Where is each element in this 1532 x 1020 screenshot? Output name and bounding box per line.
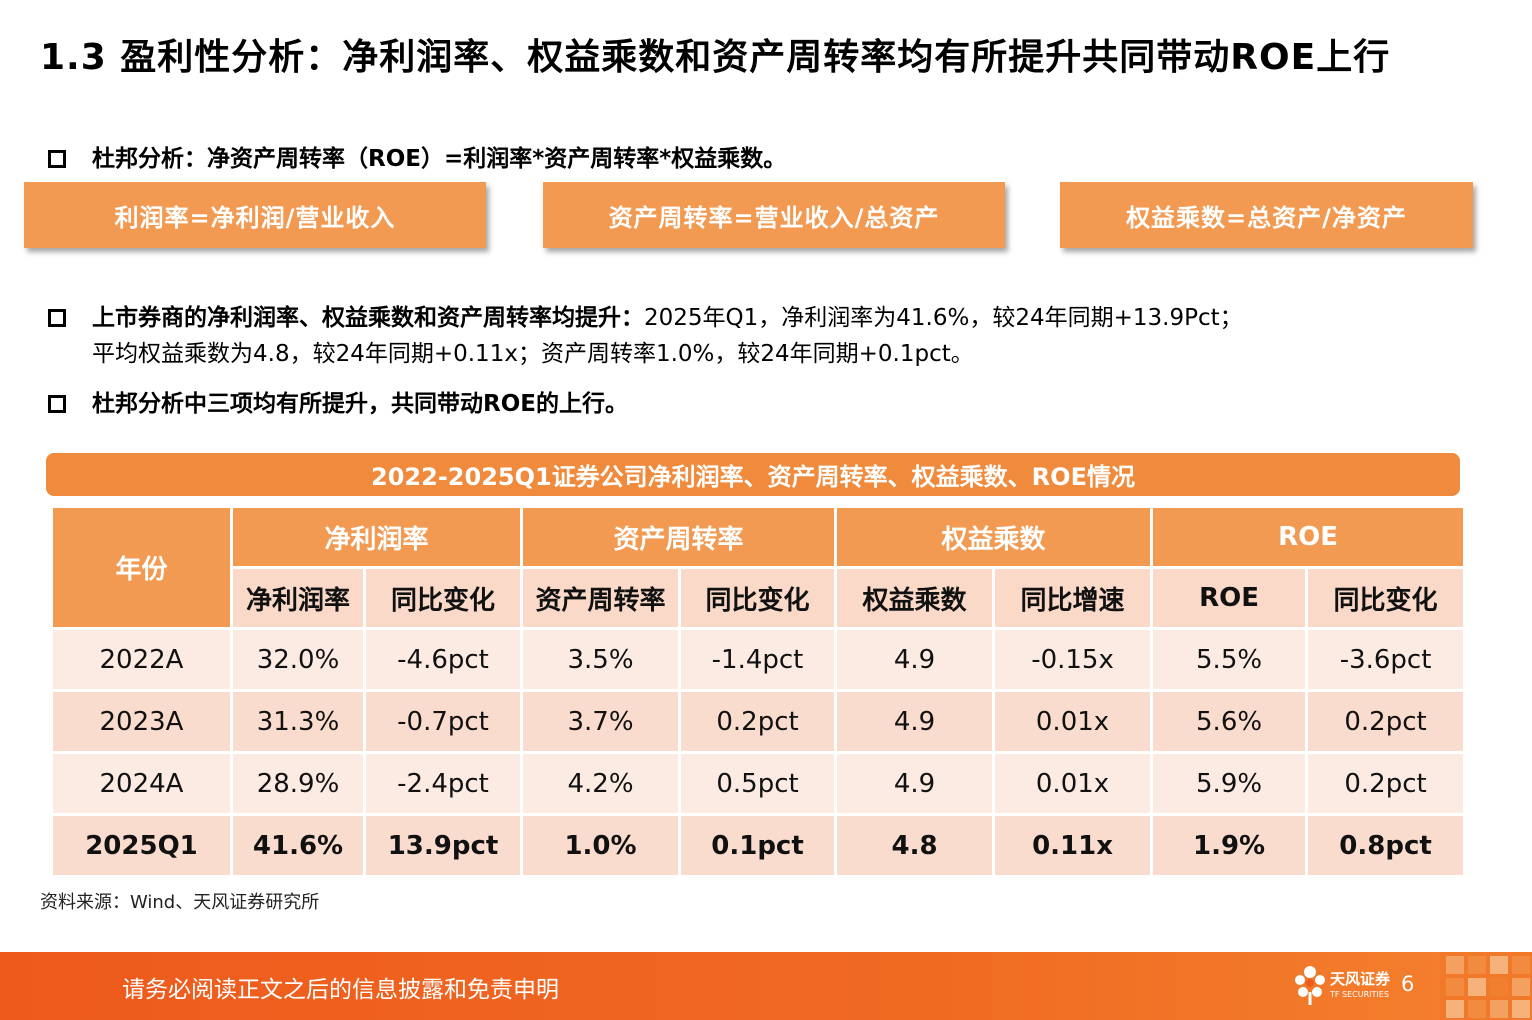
company-logo: 天风证券 TF SECURITIES xyxy=(1292,964,1392,1010)
table-row-highlight: 2025Q1 41.6% 13.9pct 1.0% 0.1pct 4.8 0.1… xyxy=(53,816,1464,875)
subheader: 同比变化 xyxy=(681,569,835,627)
footer-decoration-icon xyxy=(1440,952,1532,1020)
table-cell: 4.2% xyxy=(523,754,679,813)
table-title-banner: 2022-2025Q1证券公司净利润率、资产周转率、权益乘数、ROE情况 xyxy=(46,453,1460,496)
page-number: 6 xyxy=(1401,972,1415,996)
header-year: 年份 xyxy=(53,508,230,627)
bullet-broker-line1: 2025年Q1，净利润率为41.6%，较24年同期+13.9Pct； xyxy=(644,305,1243,331)
table-cell: 0.2pct xyxy=(1308,692,1464,751)
formula-profit-margin: 利润率=净利润/营业收入 xyxy=(24,182,486,248)
table-cell: -3.6pct xyxy=(1308,630,1464,689)
footer-bar: 请务必阅读正文之后的信息披露和免责申明 天风证券 TF SECURITIES 6 xyxy=(0,952,1532,1020)
header-group-asset-turnover: 资产周转率 xyxy=(523,508,835,566)
subheader: 同比变化 xyxy=(366,569,521,627)
table-cell: 3.7% xyxy=(523,692,679,751)
bullet-dupont-text: 杜邦分析：净资产周转率（ROE）=利润率*资产周转率*权益乘数。 xyxy=(92,146,787,172)
source-note: 资料来源：Wind、天风证券研究所 xyxy=(40,892,320,913)
subheader: 净利润率 xyxy=(233,569,363,627)
table-cell: -4.6pct xyxy=(366,630,521,689)
table-cell: 1.9% xyxy=(1153,816,1306,875)
table-cell: 5.5% xyxy=(1153,630,1306,689)
table-cell: 0.1pct xyxy=(681,816,835,875)
bullet-conclusion: 杜邦分析中三项均有所提升，共同带动ROE的上行。 xyxy=(48,386,628,422)
square-bullet-icon xyxy=(48,395,66,413)
page-title: 1.3 盈利性分析：净利润率、权益乘数和资产周转率均有所提升共同带动ROE上行 xyxy=(40,37,1391,78)
table-cell: 3.5% xyxy=(523,630,679,689)
header-group-net-margin: 净利润率 xyxy=(233,508,521,566)
table-cell: -2.4pct xyxy=(366,754,521,813)
table-cell: 0.01x xyxy=(995,692,1151,751)
table-cell: 2024A xyxy=(53,754,230,813)
table-cell: 0.8pct xyxy=(1308,816,1464,875)
table-cell: 0.5pct xyxy=(681,754,835,813)
table-cell: 31.3% xyxy=(233,692,363,751)
table-cell: 0.2pct xyxy=(681,692,835,751)
table-cell: -0.15x xyxy=(995,630,1151,689)
subheader: 资产周转率 xyxy=(523,569,679,627)
square-bullet-icon xyxy=(48,309,66,327)
table-cell: 4.9 xyxy=(837,754,993,813)
table-cell: 2022A xyxy=(53,630,230,689)
table-cell: 4.9 xyxy=(837,692,993,751)
table-cell: 0.2pct xyxy=(1308,754,1464,813)
logo-subtitle: TF SECURITIES xyxy=(1330,990,1389,999)
flower-logo-icon xyxy=(1295,966,1325,1005)
profitability-table: 年份 净利润率 资产周转率 权益乘数 ROE 净利润率 同比变化 资产周转率 同… xyxy=(50,505,1466,878)
table-cell: 5.6% xyxy=(1153,692,1306,751)
formula-asset-turnover: 资产周转率=营业收入/总资产 xyxy=(543,182,1005,248)
bullet-broker-line2: 平均权益乘数为4.8，较24年同期+0.11x；资产周转率1.0%，较24年同期… xyxy=(92,341,974,367)
table-cell: -1.4pct xyxy=(681,630,835,689)
table-row: 2024A 28.9% -2.4pct 4.2% 0.5pct 4.9 0.01… xyxy=(53,754,1464,813)
subheader: 权益乘数 xyxy=(837,569,993,627)
table-row: 2023A 31.3% -0.7pct 3.7% 0.2pct 4.9 0.01… xyxy=(53,692,1464,751)
bullet-dupont: 杜邦分析：净资产周转率（ROE）=利润率*资产周转率*权益乘数。 xyxy=(48,141,786,177)
bullet-broker-bold: 上市券商的净利润率、权益乘数和资产周转率均提升： xyxy=(92,305,644,331)
table-cell: 32.0% xyxy=(233,630,363,689)
table-cell: 13.9pct xyxy=(366,816,521,875)
table-cell: 41.6% xyxy=(233,816,363,875)
bullet-conclusion-text: 杜邦分析中三项均有所提升，共同带动ROE的上行。 xyxy=(92,391,628,417)
footer-disclaimer: 请务必阅读正文之后的信息披露和免责申明 xyxy=(122,977,559,1003)
table-cell: 0.11x xyxy=(995,816,1151,875)
header-group-equity-multiplier: 权益乘数 xyxy=(837,508,1151,566)
subheader: 同比变化 xyxy=(1308,569,1464,627)
table-cell: 0.01x xyxy=(995,754,1151,813)
table-cell: 4.8 xyxy=(837,816,993,875)
square-bullet-icon xyxy=(48,150,66,168)
table-cell: -0.7pct xyxy=(366,692,521,751)
formula-equity-multiplier: 权益乘数=总资产/净资产 xyxy=(1060,182,1473,248)
bullet-broker-metrics: 上市券商的净利润率、权益乘数和资产周转率均提升：2025年Q1，净利润率为41.… xyxy=(48,300,1243,372)
subheader: 同比增速 xyxy=(995,569,1151,627)
table-cell: 1.0% xyxy=(523,816,679,875)
logo-name: 天风证券 xyxy=(1330,970,1391,988)
table-row: 2022A 32.0% -4.6pct 3.5% -1.4pct 4.9 -0.… xyxy=(53,630,1464,689)
subheader: ROE xyxy=(1153,569,1306,627)
table-cell: 2025Q1 xyxy=(53,816,230,875)
table-cell: 4.9 xyxy=(837,630,993,689)
table-cell: 28.9% xyxy=(233,754,363,813)
header-group-roe: ROE xyxy=(1153,508,1464,566)
table-cell: 5.9% xyxy=(1153,754,1306,813)
table-cell: 2023A xyxy=(53,692,230,751)
